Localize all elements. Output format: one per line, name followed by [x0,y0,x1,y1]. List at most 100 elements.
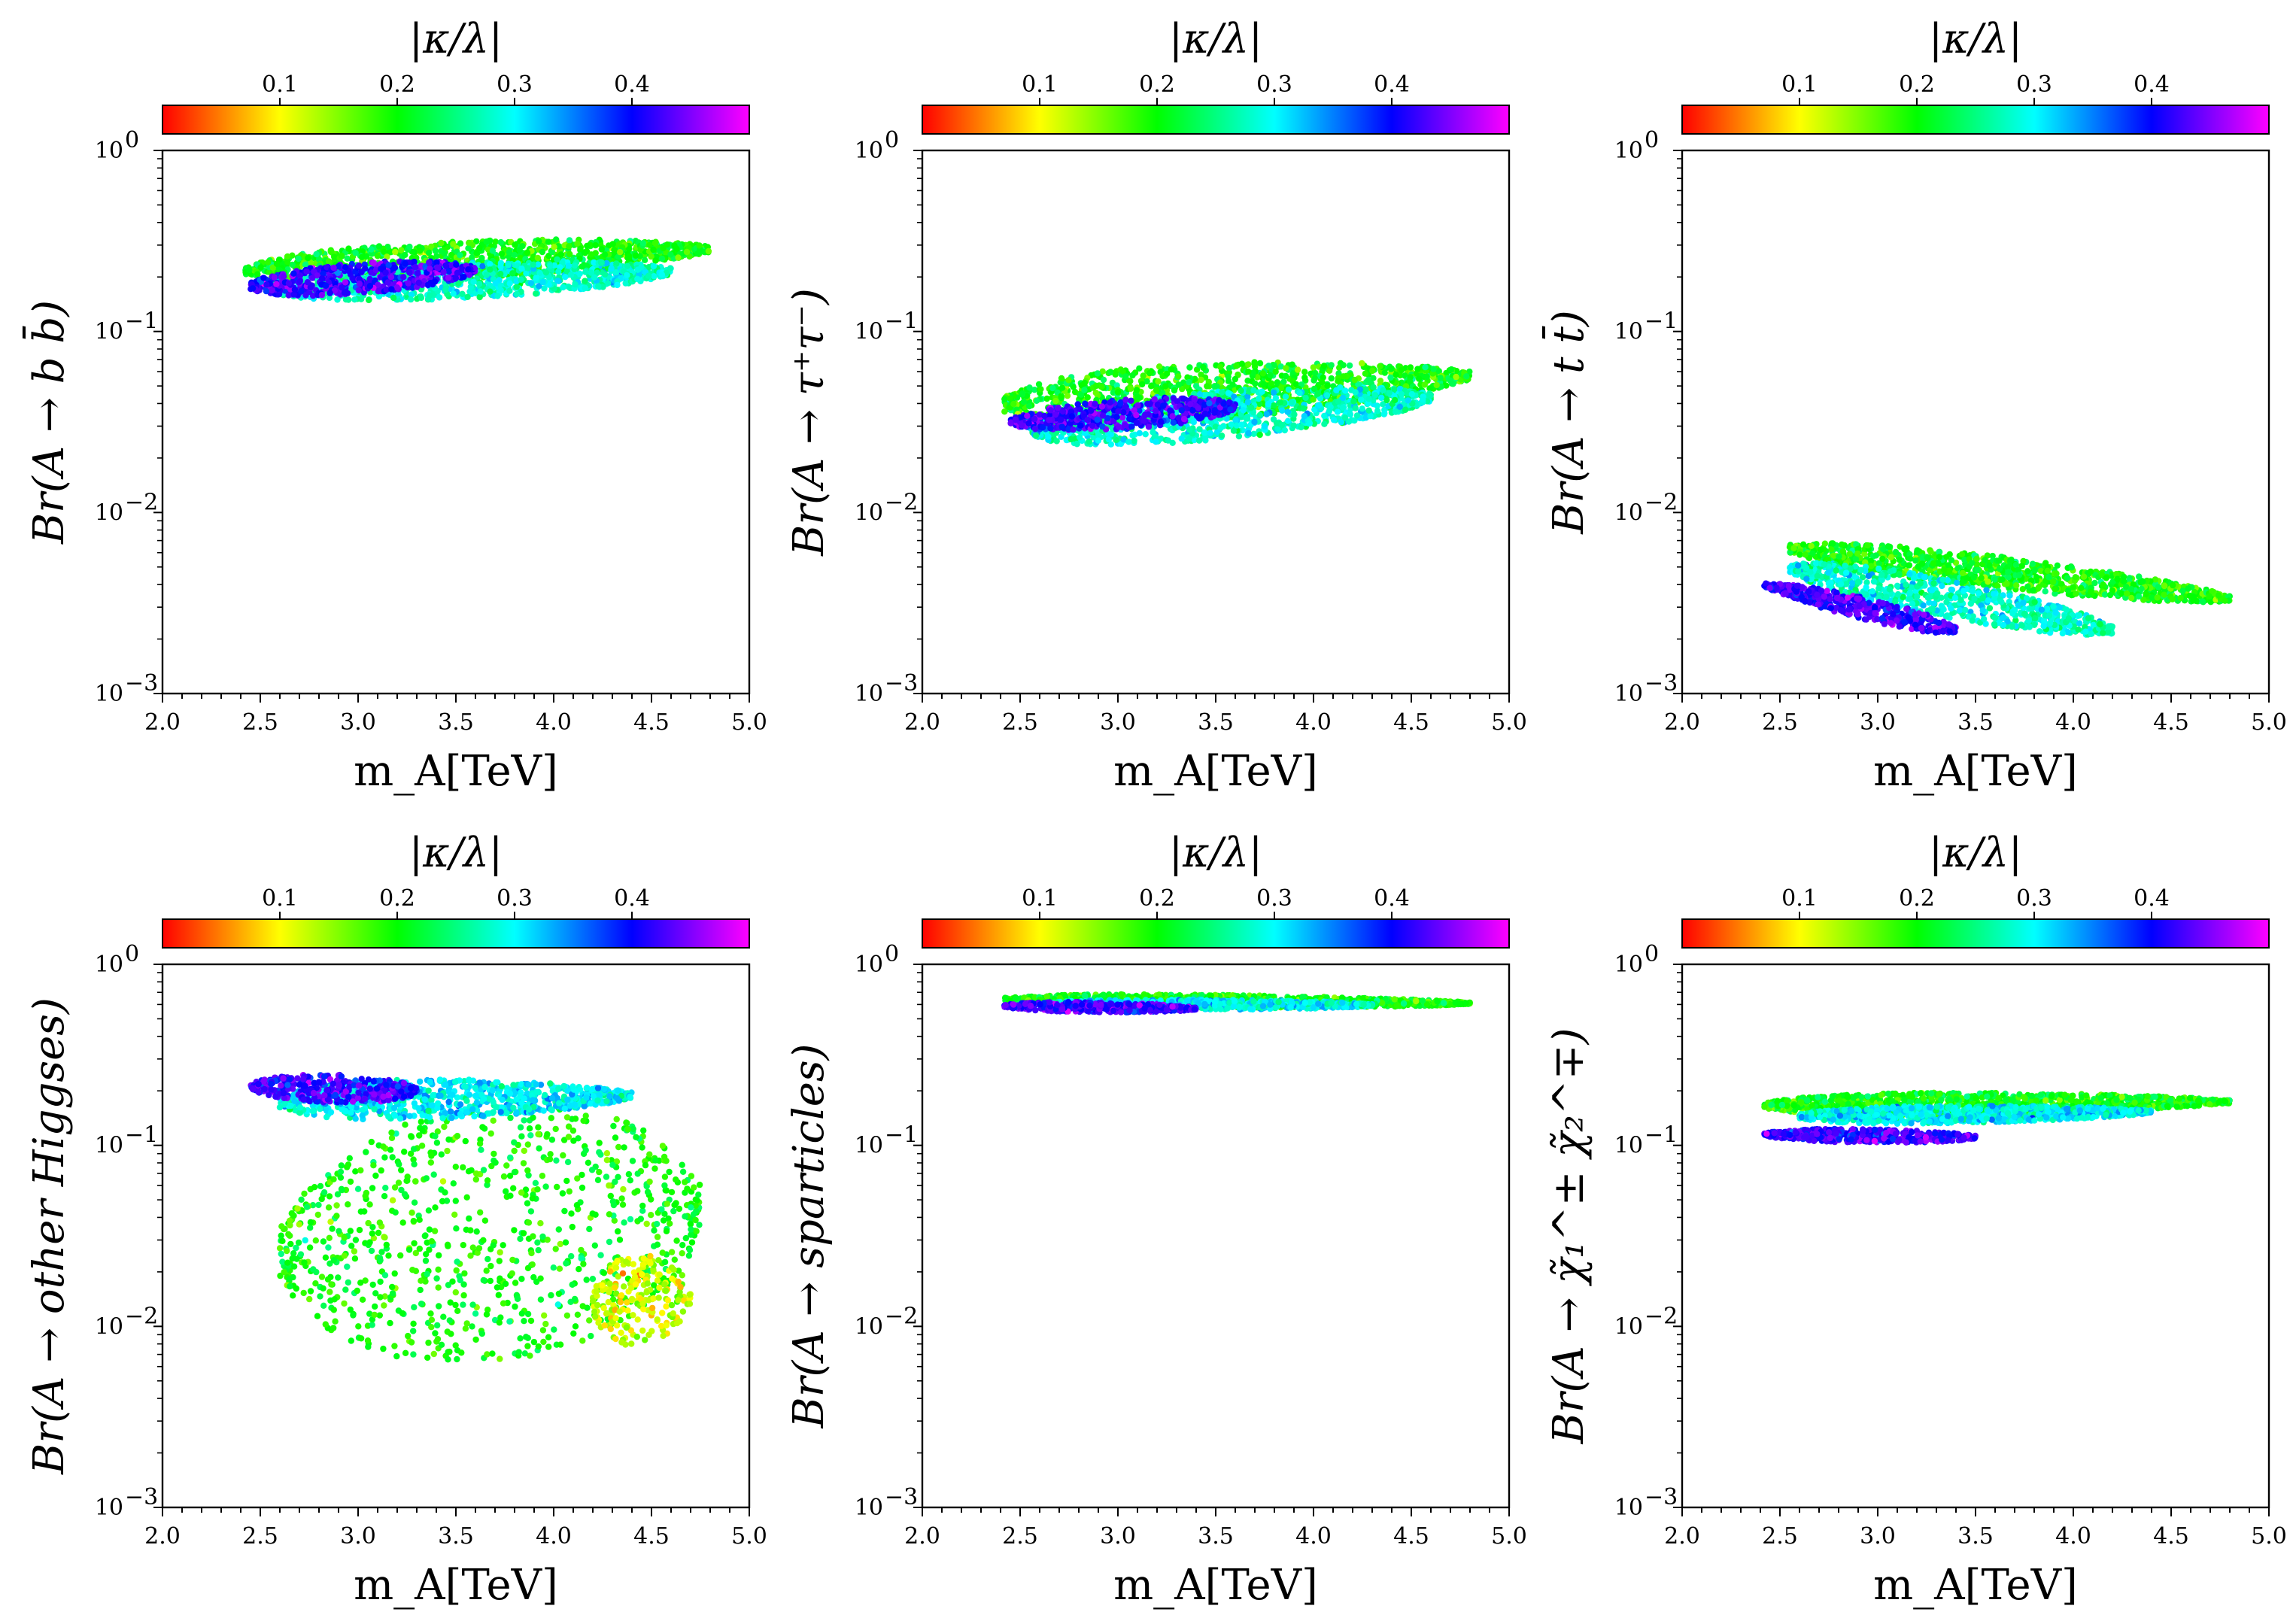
scatter-point [470,278,477,285]
y-tick-exponent: −2 [125,489,158,515]
scatter-point [271,274,278,281]
scatter-point [326,290,333,296]
scatter-point [1082,400,1089,407]
scatter-point [370,260,377,266]
scatter-point [412,264,419,271]
scatter-point [1053,438,1060,445]
y-tick-label: 10 [95,681,123,707]
scatter-point [402,251,408,259]
scatter-point [1229,381,1236,388]
scatter-point [497,271,504,278]
scatter-point [658,255,666,263]
scatter-point [289,252,296,259]
scatter-point [476,293,483,301]
scatter-point [1238,387,1244,394]
scatter-point [1167,407,1174,414]
scatter-point [1250,387,1257,394]
scatter-point [1447,377,1454,384]
scatter-point [1351,376,1359,384]
scatter-point [466,239,472,246]
scatter-point [1408,390,1416,398]
scatter-point [534,254,542,262]
scatter-point [1365,396,1372,402]
scatter-point [1217,363,1224,370]
scatter-point [1100,376,1107,384]
x-tick-label: 3.5 [438,709,474,736]
scatter-point [1178,435,1185,442]
scatter-point [442,286,449,293]
scatter-point [1352,389,1359,396]
scatter-point [1089,422,1096,430]
scatter-point [1392,396,1399,404]
scatter-point [460,274,467,281]
scatter-point [1059,408,1067,415]
scatter-point [1340,373,1347,380]
scatter-point [1232,375,1239,383]
scatter-point [1265,401,1272,408]
scatter-point [1086,438,1093,445]
scatter-point [374,253,381,260]
scatter-point [566,250,573,257]
scatter-point [1175,381,1183,388]
scatter-point [1155,378,1162,385]
scatter-point [309,275,316,281]
scatter-point [1256,411,1264,418]
scatter-point [1058,393,1064,399]
scatter-point [483,272,490,278]
scatter-point [1107,399,1113,406]
scatter-point [418,294,425,302]
scatter-point [435,265,442,272]
scatter-point [1133,420,1140,426]
scatter-point [651,273,658,280]
scatter-point [1039,424,1046,431]
scatter-point [280,273,287,280]
scatter-point [1383,396,1390,404]
scatter-point [1190,419,1198,426]
scatter-point [368,246,375,253]
scatter-point [246,266,253,274]
scatter-point [1162,383,1169,390]
scatter-point [269,287,275,294]
colorbar-tick-label: 0.3 [497,71,533,98]
scatter-points [1001,359,1473,448]
scatter-point [1279,407,1286,414]
colorbar-tick-label: 0.2 [1139,71,1175,98]
y-tick-label: 10 [855,138,883,164]
scatter-point [406,243,413,250]
scatter-point [1358,396,1365,403]
scatter-point [1352,405,1359,411]
scatter-point [1169,413,1176,420]
scatter-point [634,275,641,282]
scatter-point [624,263,631,269]
scatter-point [1339,404,1347,411]
scatter-point [349,275,356,282]
scatter-point [1330,417,1338,423]
scatter-point [1402,406,1409,413]
scatter-point [438,239,445,247]
scatter-point [509,270,516,277]
scatter-point [588,251,595,258]
scatter-point [584,242,591,250]
scatter-point [632,252,639,259]
scatter-point [524,249,531,256]
scatter-point [1365,376,1372,383]
scatter-point [453,261,460,268]
scatter-point [476,281,483,287]
scatter-point [626,253,633,260]
colorbar [922,105,1510,135]
scatter-point [1416,375,1423,382]
scatter-point [1244,413,1251,420]
scatter-point [1186,436,1192,442]
scatter-point [448,251,455,259]
scatter-point [385,262,392,269]
y-tick-exponent: 0 [885,127,899,153]
scatter-point [1153,439,1159,445]
x-tick-label: 4.5 [633,709,670,736]
x-tick-label: 5.0 [731,709,767,736]
scatter-point [1245,399,1252,405]
scatter-point [1151,396,1159,403]
y-axis-label: Br(A → τ⁺τ⁻) [785,288,834,557]
scatter-point [1233,363,1240,369]
scatter-point [1240,407,1247,414]
scatter-point [506,287,513,294]
